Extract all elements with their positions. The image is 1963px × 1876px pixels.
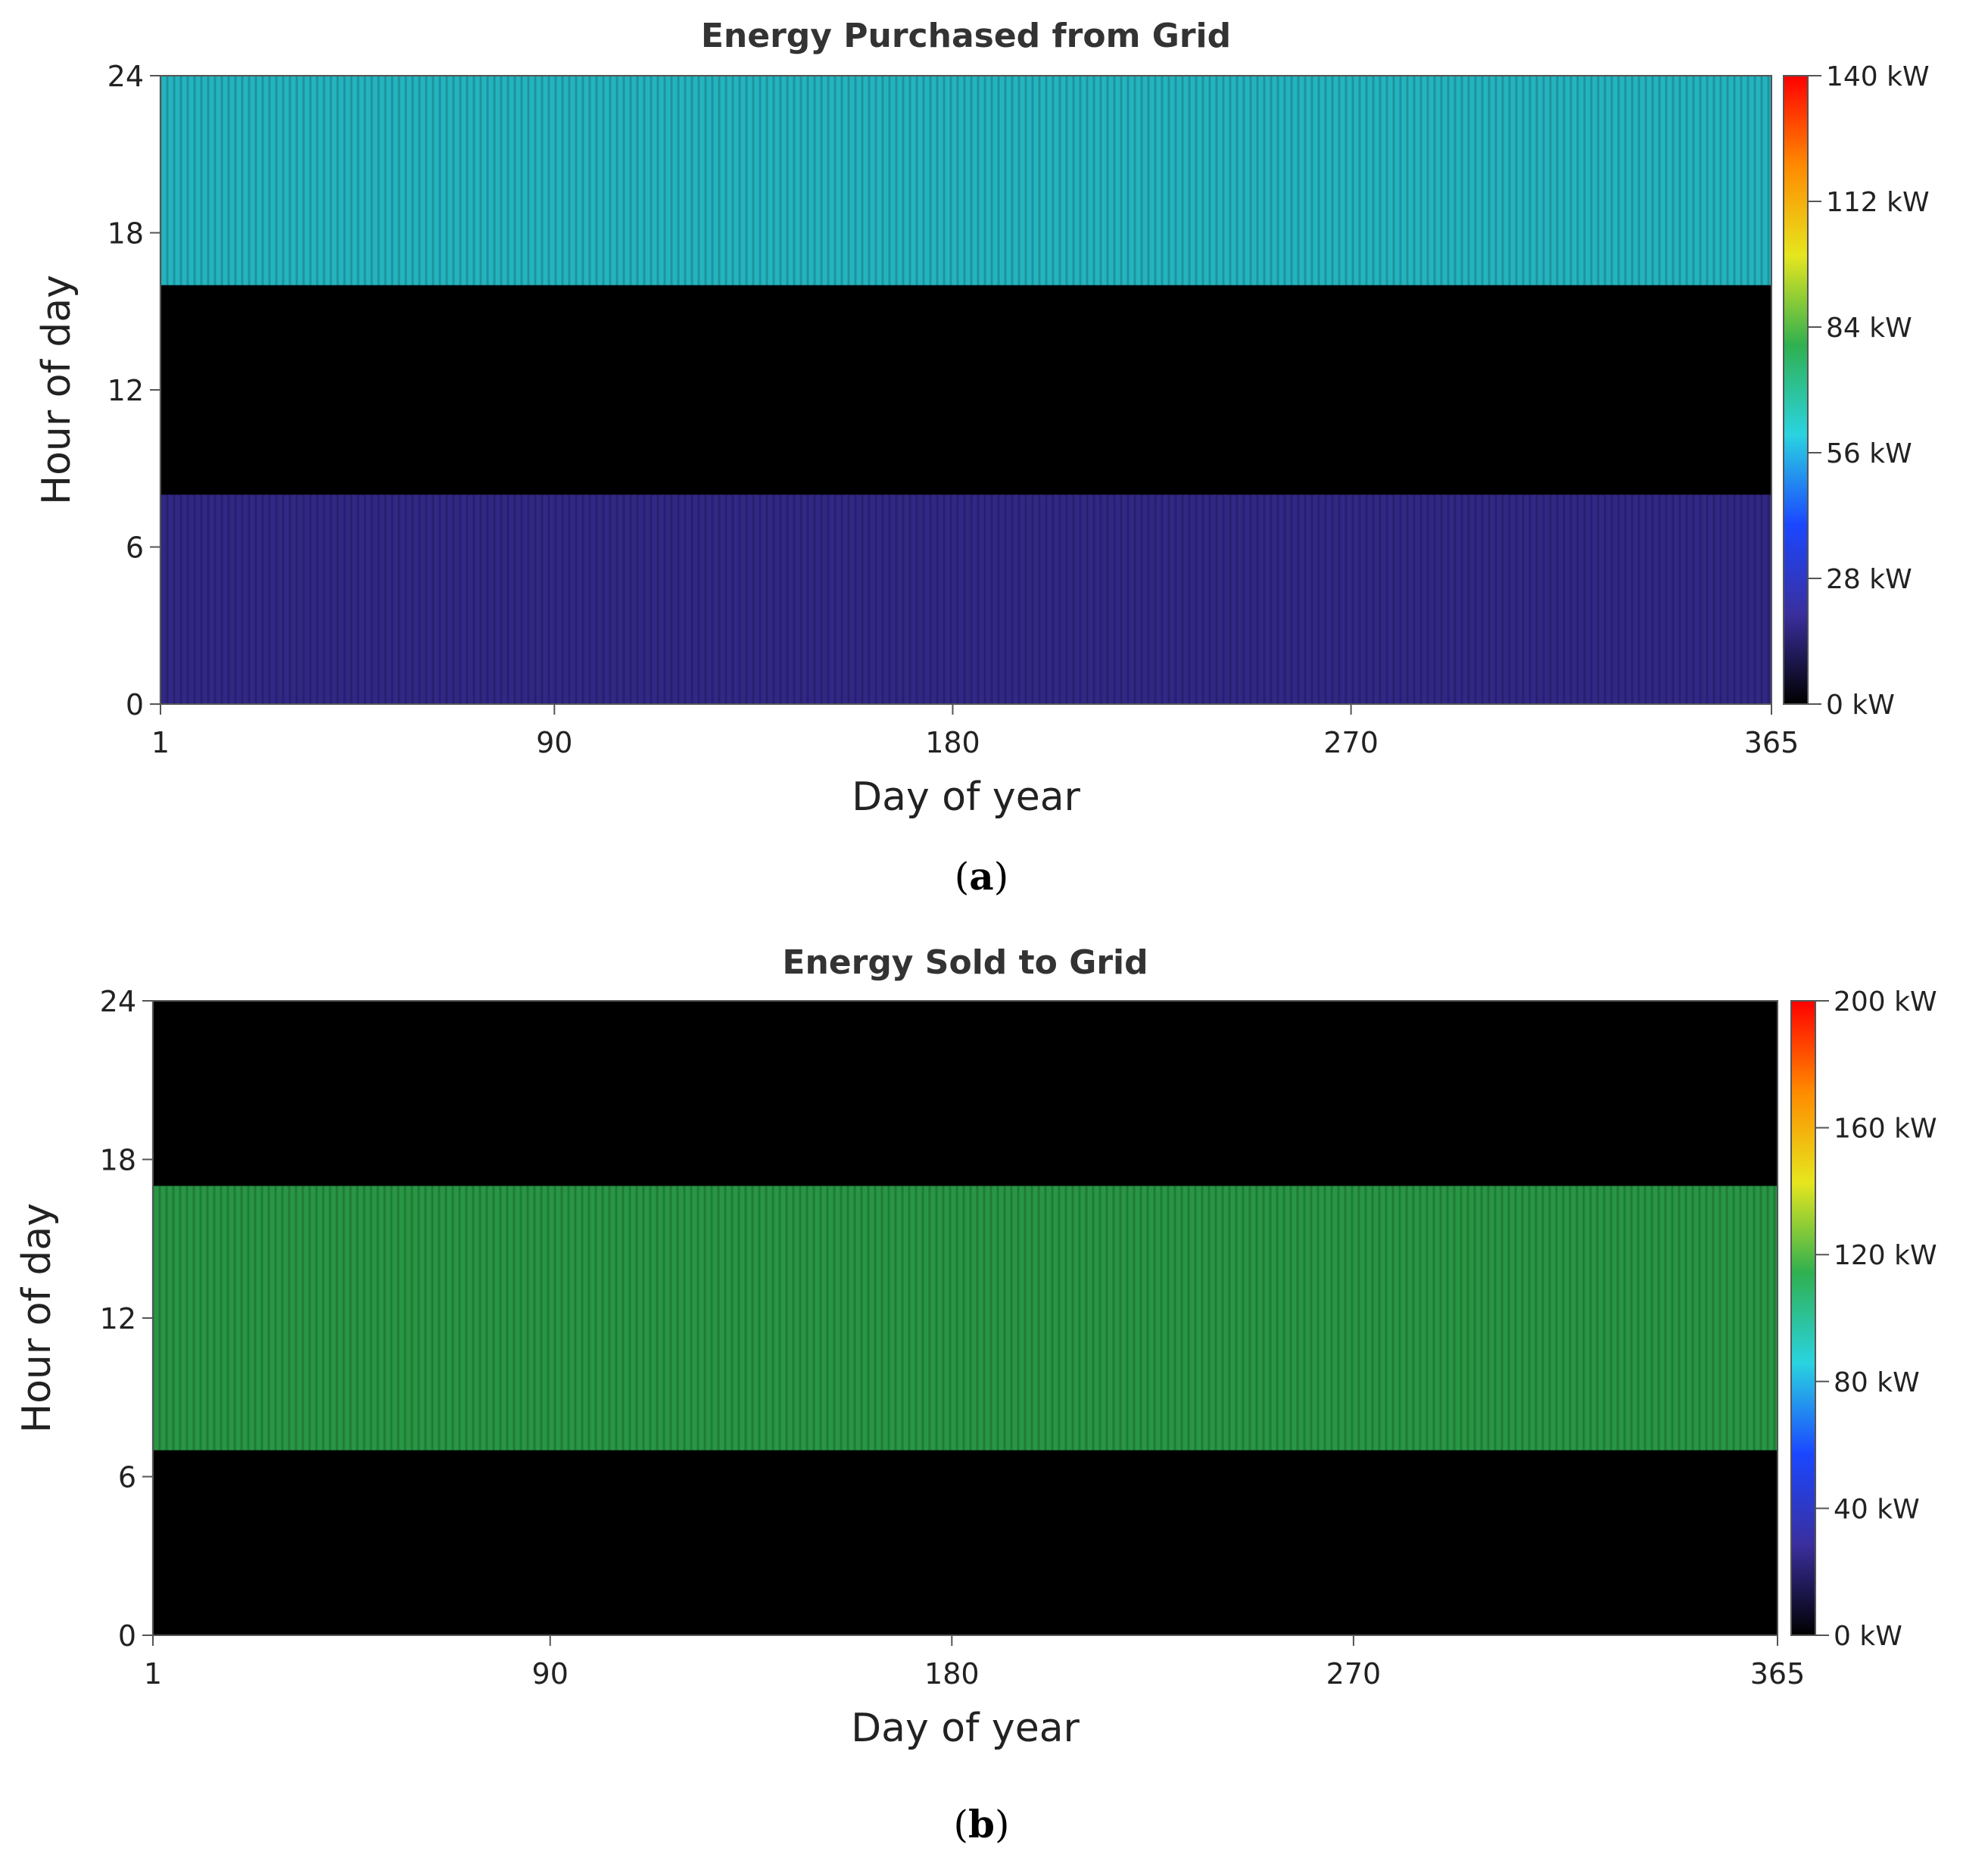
chart-title: Energy Purchased from Grid (701, 17, 1231, 55)
x-tick-label: 270 (1326, 1657, 1382, 1691)
heat-band-3 (153, 1001, 1778, 1186)
caption-letter: b (968, 1802, 995, 1846)
colorbar-tick-label: 28 kW (1826, 564, 1912, 595)
y-tick-label: 0 (118, 1619, 136, 1653)
chart-panel-sold: Energy Sold to Grid 0 6 12 18 24 1 90 180 270 365 D… (0, 931, 1963, 1873)
y-tick-label: 6 (126, 531, 144, 565)
y-axis-label: Hour of day (34, 275, 79, 505)
heat-band-1 (160, 547, 1771, 704)
x-axis-label: Day of year (852, 774, 1080, 820)
heat-band-3 (160, 285, 1771, 495)
chart-panel-purchased: Energy Purchased from Grid 0 6 12 18 24 1 90 180… (0, 0, 1963, 931)
heat-band-2 (160, 494, 1771, 547)
x-tick-label: 180 (924, 1657, 980, 1691)
chart-title: Energy Sold to Grid (782, 943, 1148, 982)
colorbar-tick-label: 120 kW (1834, 1240, 1937, 1271)
x-tick-label: 180 (925, 726, 980, 759)
caption-close-paren: ) (993, 855, 1009, 899)
colorbar-tick-label: 140 kW (1826, 61, 1930, 92)
colorbar-tick-label: 112 kW (1826, 187, 1930, 218)
y-tick-label: 18 (107, 217, 144, 251)
colorbar-tick-label: 0 kW (1826, 690, 1895, 721)
y-tick-label: 24 (100, 985, 136, 1018)
colorbar (1783, 75, 1809, 705)
x-tick-label: 365 (1744, 726, 1799, 759)
caption-open-paren: ( (954, 855, 970, 899)
x-tick-label: 90 (536, 726, 572, 759)
y-tick-label: 12 (100, 1302, 136, 1335)
caption-b: (b) (0, 1802, 1963, 1846)
y-axis-label: Hour of day (14, 1203, 60, 1433)
caption-letter: a (969, 854, 994, 899)
caption-a: (a) (0, 854, 1963, 899)
heat-band-2 (153, 1186, 1778, 1451)
x-axis-label: Day of year (851, 1706, 1080, 1751)
colorbar-tick-label: 84 kW (1826, 313, 1912, 344)
caption-close-paren: ) (994, 1803, 1010, 1846)
colorbar-tick-label: 80 kW (1834, 1367, 1920, 1398)
colorbar-tick-label: 160 kW (1834, 1114, 1937, 1145)
x-tick-label: 1 (151, 726, 170, 759)
y-tick-label: 18 (100, 1144, 136, 1177)
x-tick-label: 90 (532, 1657, 569, 1691)
colorbar (1790, 1000, 1816, 1636)
y-tick-label: 6 (118, 1461, 136, 1494)
heat-band-4 (160, 76, 1771, 285)
colorbar-tick-label: 0 kW (1834, 1621, 1902, 1652)
y-tick-label: 0 (126, 688, 144, 721)
x-tick-label: 270 (1323, 726, 1379, 759)
x-tick-label: 365 (1750, 1657, 1806, 1691)
heatmap-chart-purchased: Energy Purchased from Grid 0 6 12 18 24 1 90 180… (34, 17, 1930, 820)
colorbar-tick-label: 40 kW (1834, 1494, 1920, 1525)
y-tick-label: 12 (107, 374, 144, 407)
x-tick-label: 1 (144, 1657, 162, 1691)
caption-open-paren: ( (953, 1803, 969, 1846)
heatmap-chart-sold: Energy Sold to Grid 0 6 12 18 24 1 90 180 270 365 D… (14, 943, 1937, 1751)
heat-band-1 (153, 1450, 1778, 1635)
y-tick-label: 24 (107, 60, 144, 93)
colorbar-tick-label: 56 kW (1826, 438, 1912, 469)
colorbar-tick-label: 200 kW (1834, 986, 1937, 1017)
